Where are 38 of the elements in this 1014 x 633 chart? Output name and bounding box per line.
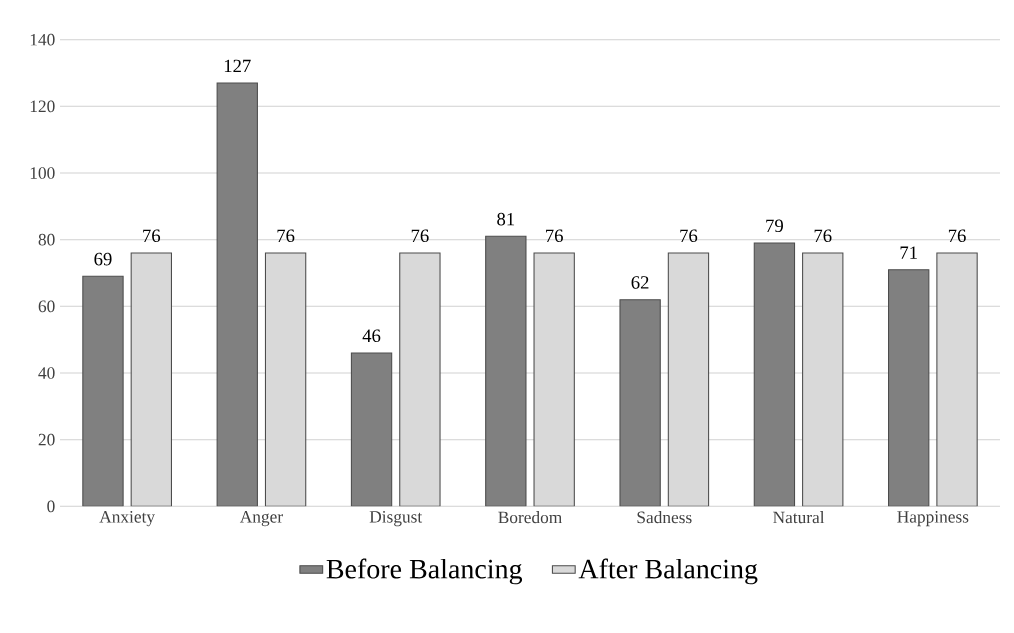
y-tick-label: 20: [38, 433, 55, 446]
x-tick-label: Anxiety: [99, 511, 155, 527]
data-label: 76: [277, 229, 295, 243]
data-label: 81: [497, 212, 515, 226]
y-tick-label: 140: [30, 33, 55, 46]
y-tick-label: 80: [38, 233, 55, 246]
bar: [82, 275, 124, 507]
y-tick-label: 120: [30, 100, 55, 113]
legend-label: Before Balancing: [326, 558, 523, 585]
data-label: 62: [631, 276, 649, 289]
x-tick-label: Natural: [773, 511, 825, 524]
data-label: 71: [900, 246, 917, 259]
x-tick-label: Sadness: [637, 511, 692, 524]
data-label: 76: [948, 229, 966, 243]
bar: [619, 299, 661, 507]
x-tick-label: Boredom: [498, 511, 562, 524]
data-label: 76: [546, 229, 563, 243]
x-tick-label: Happiness: [897, 511, 969, 527]
y-tick-label: 100: [30, 167, 55, 179]
data-label: 76: [143, 229, 161, 243]
bar: [888, 269, 930, 507]
data-label: 127: [224, 59, 251, 73]
bar: [753, 242, 796, 507]
y-tick-label: 40: [38, 367, 55, 379]
data-label: 76: [680, 229, 698, 243]
x-tick-label: Anger: [239, 511, 283, 527]
data-label: 46: [362, 329, 381, 343]
y-tick-label: 60: [38, 300, 55, 313]
legend-label: After Balancing: [578, 558, 758, 585]
data-label: 76: [411, 229, 429, 243]
data-label: 79: [766, 219, 783, 233]
data-label: 69: [94, 252, 112, 266]
y-tick-label: 0: [47, 500, 55, 513]
data-label: 76: [814, 229, 832, 243]
bar: [350, 352, 393, 507]
x-tick-label: Disgust: [369, 511, 423, 527]
bar: [485, 236, 526, 507]
bar: [216, 82, 258, 507]
